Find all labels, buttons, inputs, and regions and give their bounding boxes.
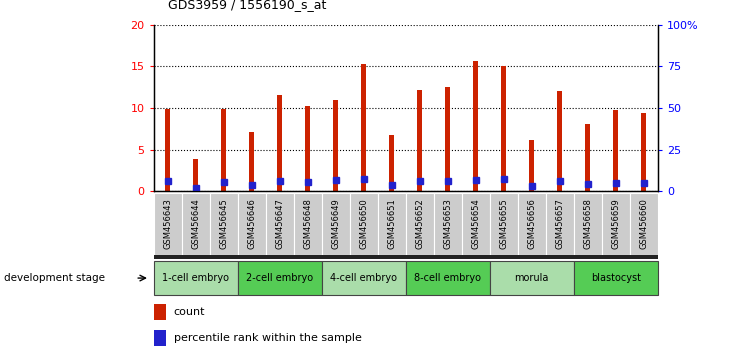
Text: GSM456659: GSM456659 xyxy=(611,199,621,249)
Bar xyxy=(265,193,294,255)
Bar xyxy=(417,90,423,191)
Text: GSM456654: GSM456654 xyxy=(471,199,480,249)
Bar xyxy=(361,64,366,191)
Bar xyxy=(333,101,338,191)
Bar xyxy=(462,193,490,255)
Text: GSM456655: GSM456655 xyxy=(499,199,508,249)
Text: GSM456657: GSM456657 xyxy=(556,199,564,249)
Text: GSM456650: GSM456650 xyxy=(359,199,368,249)
Bar xyxy=(181,193,210,255)
Bar xyxy=(546,193,574,255)
Text: GSM456644: GSM456644 xyxy=(191,199,200,249)
Text: GSM456643: GSM456643 xyxy=(163,199,172,249)
Bar xyxy=(277,95,282,191)
Bar xyxy=(613,110,618,191)
Bar xyxy=(249,132,254,191)
Text: GSM456649: GSM456649 xyxy=(331,199,340,249)
Bar xyxy=(294,193,322,255)
Bar xyxy=(238,193,265,255)
Bar xyxy=(221,109,226,191)
Bar xyxy=(305,106,310,191)
Text: morula: morula xyxy=(515,273,549,283)
Text: 8-cell embryo: 8-cell embryo xyxy=(414,273,481,283)
Bar xyxy=(193,159,198,191)
Text: GSM456651: GSM456651 xyxy=(387,199,396,249)
Text: 1-cell embryo: 1-cell embryo xyxy=(162,273,229,283)
Bar xyxy=(378,193,406,255)
Text: 2-cell embryo: 2-cell embryo xyxy=(246,273,313,283)
Text: blastocyst: blastocyst xyxy=(591,273,641,283)
Bar xyxy=(641,113,646,191)
Bar xyxy=(154,330,166,346)
Bar xyxy=(518,193,546,255)
Bar xyxy=(210,193,238,255)
Bar xyxy=(165,109,170,191)
Bar xyxy=(490,261,574,295)
Bar xyxy=(433,193,462,255)
Bar xyxy=(501,66,507,191)
Bar xyxy=(154,304,166,320)
Bar xyxy=(602,193,630,255)
Text: development stage: development stage xyxy=(4,273,105,283)
Text: GSM456656: GSM456656 xyxy=(527,199,537,249)
Bar xyxy=(574,261,658,295)
Bar xyxy=(349,193,378,255)
Text: GSM456645: GSM456645 xyxy=(219,199,228,249)
Bar xyxy=(154,255,658,259)
Text: GSM456647: GSM456647 xyxy=(275,199,284,249)
Bar xyxy=(389,135,394,191)
Bar xyxy=(322,193,349,255)
Bar xyxy=(557,91,562,191)
Text: GSM456653: GSM456653 xyxy=(443,199,452,249)
Bar xyxy=(322,261,406,295)
Text: GDS3959 / 1556190_s_at: GDS3959 / 1556190_s_at xyxy=(168,0,327,11)
Bar xyxy=(574,193,602,255)
Bar xyxy=(238,261,322,295)
Text: GSM456660: GSM456660 xyxy=(640,199,648,249)
Bar xyxy=(490,193,518,255)
Text: GSM456648: GSM456648 xyxy=(303,199,312,249)
Text: GSM456646: GSM456646 xyxy=(247,199,256,249)
Bar xyxy=(473,61,478,191)
Text: count: count xyxy=(174,307,205,317)
Text: 4-cell embryo: 4-cell embryo xyxy=(330,273,397,283)
Text: GSM456652: GSM456652 xyxy=(415,199,424,249)
Bar xyxy=(529,139,534,191)
Text: percentile rank within the sample: percentile rank within the sample xyxy=(174,333,362,343)
Bar xyxy=(406,193,433,255)
Bar xyxy=(154,261,238,295)
Bar xyxy=(154,193,181,255)
Text: GSM456658: GSM456658 xyxy=(583,199,592,249)
Bar xyxy=(586,124,591,191)
Bar xyxy=(445,87,450,191)
Bar xyxy=(630,193,658,255)
Bar xyxy=(406,261,490,295)
